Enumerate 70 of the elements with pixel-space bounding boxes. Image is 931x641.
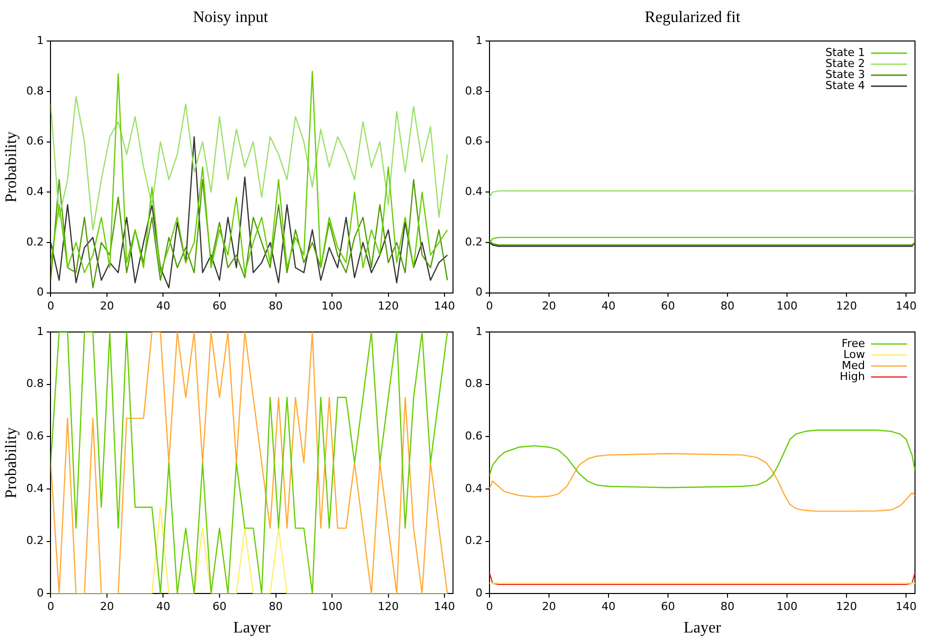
y-tick-label: 0.4 — [26, 185, 44, 198]
x-tick-label: 80 — [720, 299, 735, 312]
legend-label: State 3 — [825, 68, 865, 82]
y-axis-title: Probability — [2, 427, 20, 498]
y-tick-label: 1 — [36, 34, 44, 48]
y-tick-label: 1 — [475, 324, 482, 338]
y-tick-label: 0 — [475, 586, 482, 600]
x-tick-label: 40 — [156, 600, 170, 614]
x-tick-label: 80 — [268, 600, 283, 614]
x-tick-label: 20 — [542, 299, 556, 312]
x-tick-label: 60 — [212, 600, 226, 614]
y-tick-label: 0.6 — [26, 430, 44, 442]
x-tick-label: 20 — [100, 600, 114, 614]
x-tick-label: 100 — [322, 299, 343, 312]
x-tick-label: 20 — [100, 299, 114, 312]
legend-label: Low — [843, 348, 865, 361]
x-tick-label: 60 — [661, 299, 676, 312]
x-tick-label: 140 — [896, 299, 917, 312]
x-tick-label: 80 — [720, 600, 735, 614]
chart-title: Regularized fit — [644, 8, 741, 26]
y-tick-label: 0 — [36, 586, 44, 600]
y-tick-label: 1 — [36, 324, 44, 338]
x-tick-label: 100 — [776, 600, 798, 614]
y-tick-label: 0.4 — [464, 482, 482, 495]
x-tick-label: 40 — [602, 299, 616, 312]
x-tick-label: 80 — [268, 299, 283, 312]
x-tick-label: 140 — [896, 600, 917, 614]
x-tick-label: 140 — [434, 600, 456, 614]
y-tick-label: 0.8 — [26, 377, 44, 390]
legend-label: Free — [842, 336, 866, 350]
x-tick-label: 40 — [602, 600, 616, 614]
x-tick-label: 0 — [47, 600, 54, 614]
x-tick-label: 60 — [212, 299, 226, 312]
x-tick-label: 120 — [378, 600, 399, 614]
y-tick-label: 0.8 — [26, 84, 44, 98]
y-tick-label: 0.8 — [464, 84, 482, 98]
legend-label: High — [840, 370, 866, 383]
x-tick-label: 0 — [47, 299, 54, 312]
chart-title: Noisy input — [192, 8, 269, 26]
y-tick-label: 0.4 — [26, 482, 44, 495]
x-tick-label: 100 — [322, 600, 343, 614]
x-tick-label: 120 — [836, 600, 858, 614]
x-tick-label: 20 — [542, 600, 556, 614]
legend-label: State 1 — [825, 46, 865, 60]
legend-label: State 2 — [825, 57, 865, 70]
x-tick-label: 0 — [486, 299, 493, 312]
y-tick-label: 0.4 — [464, 185, 482, 198]
x-tick-label: 0 — [486, 600, 493, 614]
x-axis-title: Layer — [233, 620, 272, 637]
legend-label: State 4 — [825, 79, 865, 92]
y-tick-label: 1 — [475, 34, 482, 48]
y-tick-label: 0.6 — [464, 430, 482, 442]
y-tick-label: 0 — [36, 286, 44, 299]
y-tick-label: 0.8 — [464, 377, 482, 390]
y-tick-label: 0.6 — [26, 134, 44, 148]
x-tick-label: 140 — [434, 299, 456, 312]
legend-label: Med — [842, 358, 865, 372]
x-tick-label: 60 — [661, 600, 676, 614]
y-tick-label: 0.2 — [26, 534, 44, 548]
x-tick-label: 120 — [836, 299, 858, 312]
y-tick-label: 0.2 — [464, 235, 482, 248]
y-tick-label: 0.2 — [26, 235, 44, 248]
y-tick-label: 0 — [475, 286, 482, 299]
y-axis-title: Probability — [2, 131, 20, 203]
x-tick-label: 120 — [378, 299, 399, 312]
y-tick-label: 0.6 — [464, 134, 482, 148]
x-axis-title: Layer — [684, 620, 722, 637]
x-tick-label: 100 — [776, 299, 798, 312]
y-tick-label: 0.2 — [464, 534, 482, 548]
x-tick-label: 40 — [156, 299, 170, 312]
